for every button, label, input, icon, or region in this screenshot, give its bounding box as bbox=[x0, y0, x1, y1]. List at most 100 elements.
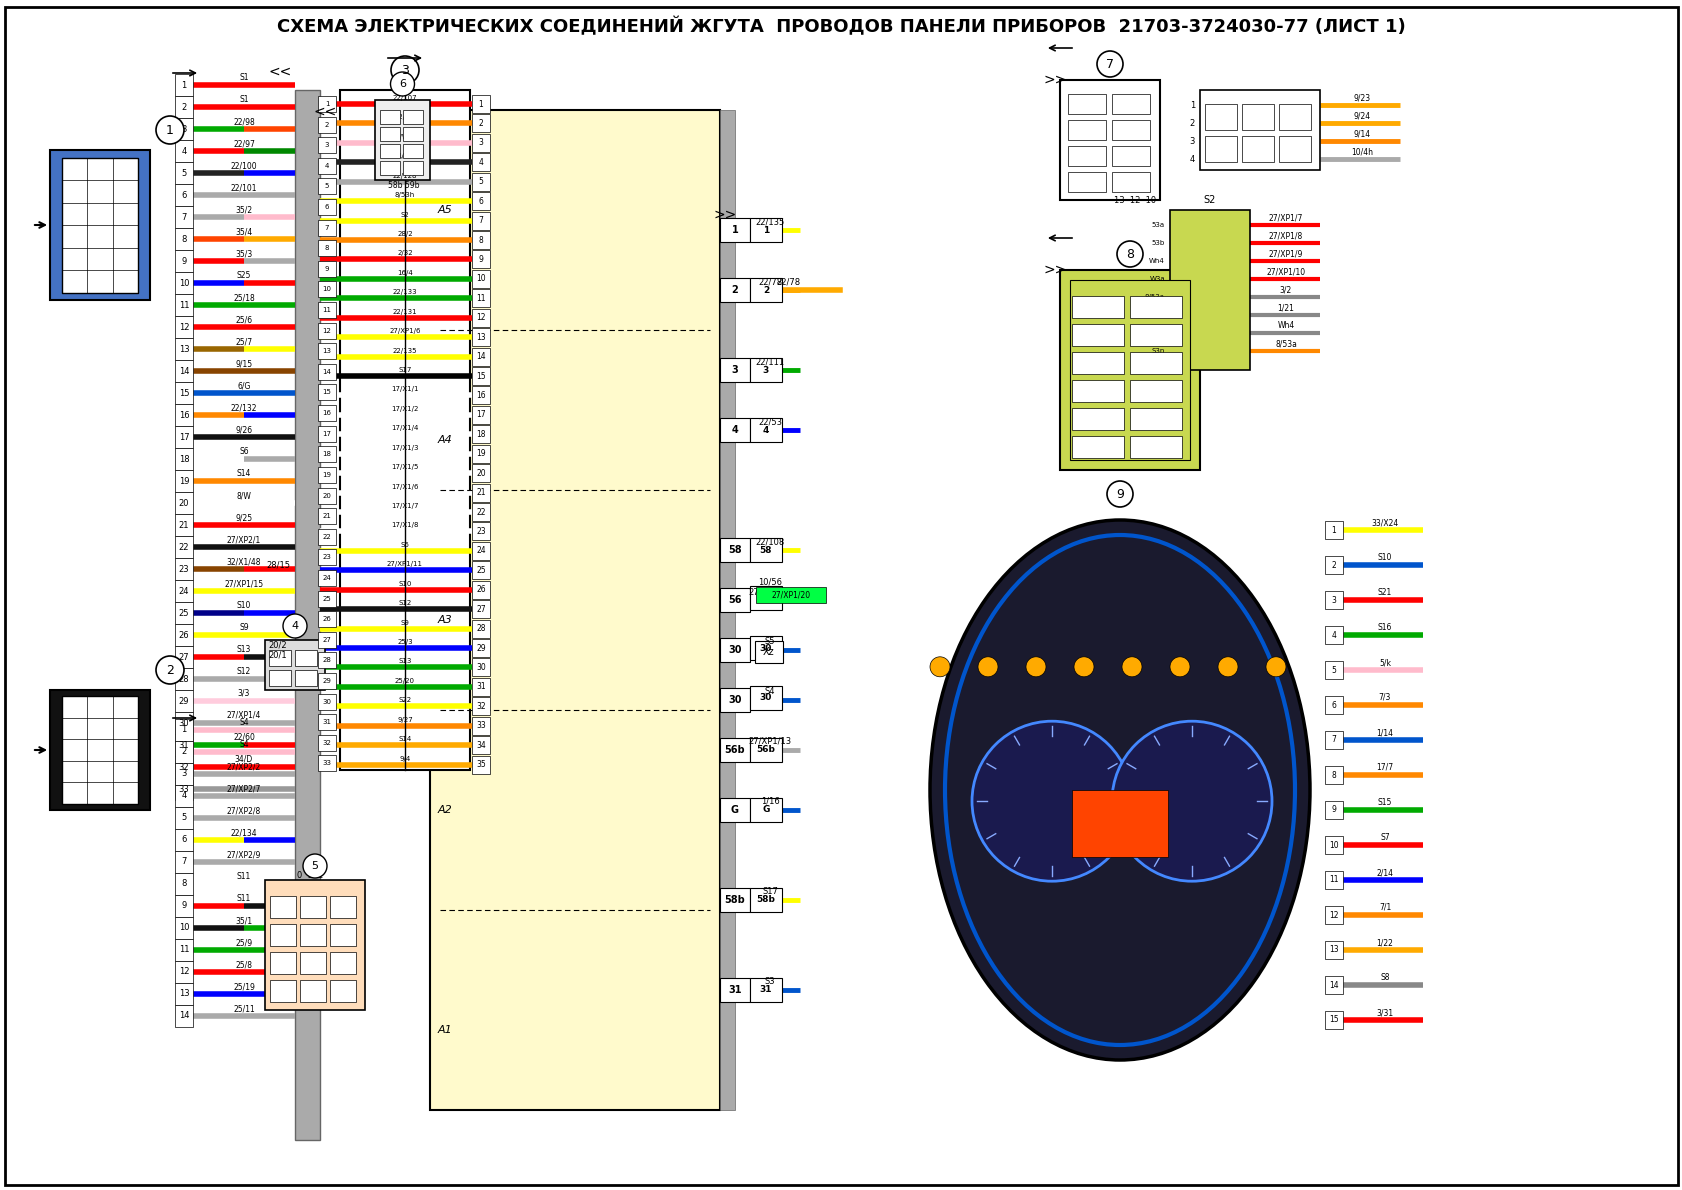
Circle shape bbox=[303, 854, 326, 878]
Circle shape bbox=[977, 657, 997, 677]
Text: 1: 1 bbox=[732, 225, 738, 234]
Bar bbox=[318, 570, 336, 585]
Bar bbox=[318, 178, 336, 194]
Bar bbox=[175, 895, 193, 917]
Text: 8: 8 bbox=[1125, 248, 1134, 261]
Text: 1/22: 1/22 bbox=[1376, 938, 1393, 947]
Circle shape bbox=[1122, 657, 1142, 677]
Bar bbox=[175, 228, 193, 250]
Text: >>: >> bbox=[713, 208, 737, 223]
Text: 19: 19 bbox=[178, 476, 188, 486]
Bar bbox=[471, 697, 489, 715]
Text: 22/53: 22/53 bbox=[757, 416, 782, 426]
Bar bbox=[175, 250, 193, 273]
Text: 17/X1/2: 17/X1/2 bbox=[392, 406, 419, 412]
Bar bbox=[175, 646, 193, 668]
Bar bbox=[264, 640, 325, 690]
Bar bbox=[318, 405, 336, 421]
Text: 16: 16 bbox=[476, 392, 486, 400]
Text: 17/7: 17/7 bbox=[1376, 763, 1393, 772]
Bar bbox=[175, 382, 193, 403]
Text: 35/3: 35/3 bbox=[235, 249, 252, 258]
Bar bbox=[269, 952, 296, 973]
Text: 15: 15 bbox=[323, 389, 331, 395]
Bar bbox=[471, 406, 489, 424]
Text: 7: 7 bbox=[1330, 735, 1336, 745]
Text: 4: 4 bbox=[732, 425, 738, 436]
Bar bbox=[175, 734, 193, 756]
Text: S4: S4 bbox=[764, 687, 775, 696]
Bar bbox=[471, 600, 489, 618]
Circle shape bbox=[930, 657, 949, 677]
Text: 30: 30 bbox=[759, 644, 772, 652]
Bar bbox=[330, 896, 357, 917]
Circle shape bbox=[1073, 657, 1093, 677]
Text: 20: 20 bbox=[178, 499, 188, 507]
Text: S4: S4 bbox=[239, 740, 249, 749]
Bar bbox=[175, 962, 193, 983]
Text: 27: 27 bbox=[476, 605, 486, 614]
Text: 22/78: 22/78 bbox=[757, 277, 782, 286]
Bar bbox=[1068, 173, 1105, 192]
Text: G: G bbox=[762, 806, 769, 814]
Bar bbox=[720, 109, 735, 1110]
Bar bbox=[175, 470, 193, 491]
Bar bbox=[1071, 324, 1124, 346]
Text: 56b: 56b bbox=[757, 745, 775, 754]
Text: 2: 2 bbox=[182, 747, 187, 757]
Text: 34/D: 34/D bbox=[235, 754, 252, 764]
Text: 23: 23 bbox=[476, 527, 486, 536]
Bar bbox=[294, 650, 316, 666]
Text: 8/53a: 8/53a bbox=[1275, 339, 1297, 347]
Bar bbox=[318, 612, 336, 627]
Text: 11: 11 bbox=[476, 294, 486, 302]
Text: 1/14: 1/14 bbox=[1376, 728, 1393, 737]
Bar bbox=[318, 590, 336, 607]
Text: 22/128: 22/128 bbox=[392, 173, 417, 178]
Text: 29: 29 bbox=[178, 696, 188, 706]
Text: 22: 22 bbox=[178, 543, 188, 551]
Text: S9: S9 bbox=[239, 624, 249, 632]
Text: 2: 2 bbox=[1189, 119, 1194, 127]
Text: S6: S6 bbox=[400, 541, 409, 547]
Text: 4: 4 bbox=[325, 163, 330, 169]
Bar bbox=[1112, 146, 1149, 165]
Text: 22/100: 22/100 bbox=[230, 161, 257, 170]
Text: S3: S3 bbox=[764, 977, 775, 987]
Text: 3: 3 bbox=[1330, 595, 1336, 605]
Bar bbox=[1068, 120, 1105, 140]
Bar bbox=[318, 158, 336, 174]
Bar bbox=[1060, 80, 1159, 200]
Bar bbox=[1324, 521, 1342, 539]
Text: 13: 13 bbox=[476, 333, 486, 342]
Text: 10: 10 bbox=[178, 923, 188, 933]
Text: 6/G: 6/G bbox=[237, 381, 251, 390]
Bar bbox=[318, 652, 336, 669]
Text: 17/X1/8: 17/X1/8 bbox=[390, 522, 419, 528]
Bar bbox=[318, 694, 336, 709]
Text: 9: 9 bbox=[478, 255, 483, 264]
Text: 53a: 53a bbox=[1150, 223, 1164, 228]
Bar bbox=[471, 756, 489, 774]
Text: 2/14: 2/14 bbox=[1376, 868, 1393, 877]
Text: 1/30: 1/30 bbox=[397, 154, 412, 159]
Bar bbox=[1324, 801, 1342, 819]
Bar bbox=[264, 879, 365, 1010]
Circle shape bbox=[1112, 721, 1272, 882]
Text: 9: 9 bbox=[325, 265, 330, 271]
Bar bbox=[471, 678, 489, 696]
Text: 31: 31 bbox=[323, 719, 331, 725]
Text: 8: 8 bbox=[182, 234, 187, 244]
Text: 22: 22 bbox=[323, 534, 331, 540]
Text: A1: A1 bbox=[437, 1025, 452, 1035]
Text: 23: 23 bbox=[323, 555, 331, 560]
Bar bbox=[1129, 408, 1181, 430]
Circle shape bbox=[1169, 657, 1189, 677]
Bar bbox=[471, 620, 489, 638]
Bar bbox=[471, 328, 489, 346]
Text: 8: 8 bbox=[182, 879, 187, 889]
Bar bbox=[720, 638, 750, 662]
Bar bbox=[1129, 324, 1181, 346]
Bar bbox=[175, 624, 193, 646]
Bar bbox=[1071, 408, 1124, 430]
